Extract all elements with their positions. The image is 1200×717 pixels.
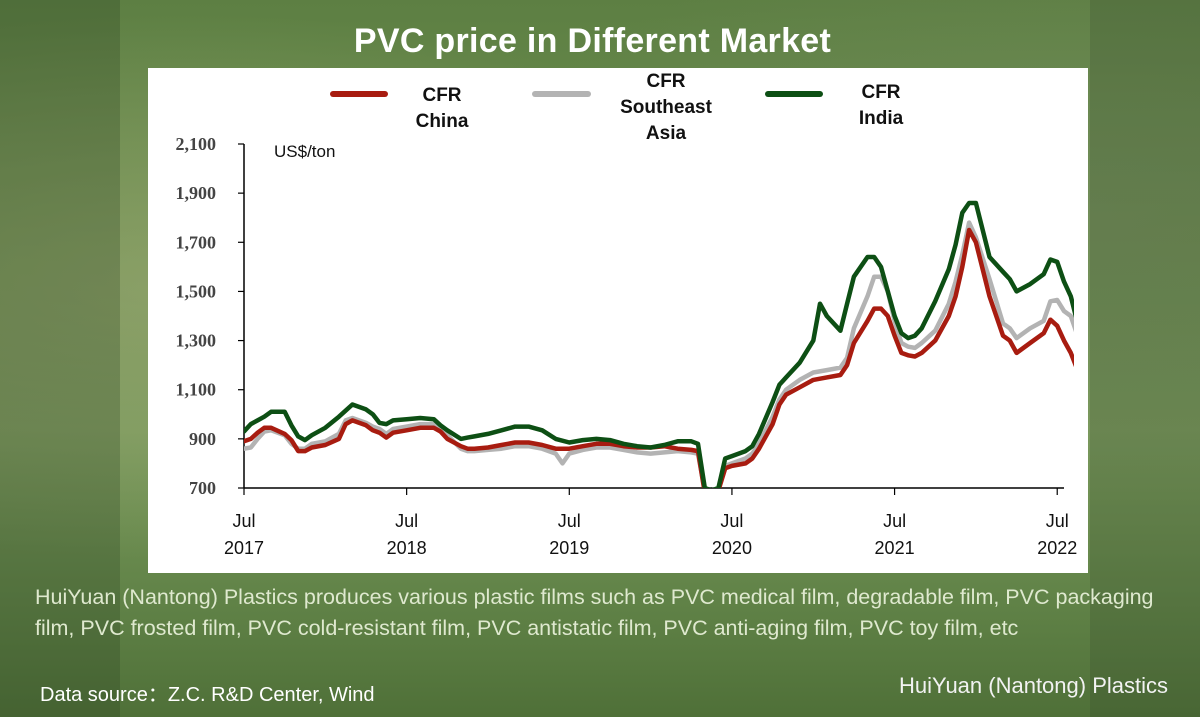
x-tick-label-month: Jul: [1046, 511, 1069, 531]
legend-label-cfr-india: CFR: [861, 82, 900, 103]
price-line-chart: 700 900 1,100 1,300 1,500 1,700 1,900 2,100 US$/…: [176, 71, 1078, 558]
x-tick-label-year: 2021: [875, 538, 915, 558]
legend-label-cfr-southeast-asia: Asia: [646, 123, 687, 144]
x-tick-label-year: 2017: [224, 538, 264, 558]
company-description: HuiYuan (Nantong) Plastics produces vari…: [35, 585, 1154, 640]
legend-label-cfr-china: CFR: [422, 85, 461, 106]
series-line-cfr-india: [244, 200, 1074, 488]
x-tick-label-year: 2018: [387, 538, 427, 558]
x-tick-label-month: Jul: [232, 511, 255, 531]
y-axis-unit-label: US$/ton: [274, 142, 335, 161]
y-tick-label: 1,500: [176, 281, 217, 301]
data-source-note: Data source：Z.C. R&D Center, Wind: [40, 684, 375, 706]
background-shade-right: [1090, 0, 1200, 717]
legend-label-cfr-southeast-asia: Southeast: [620, 97, 713, 118]
y-tick-label: 1,300: [176, 331, 217, 351]
series-line-cfr-southeast-asia: [244, 220, 1074, 488]
y-tick-label: 1,700: [176, 232, 217, 252]
y-tick-label: 2,100: [176, 134, 217, 154]
brand-watermark: HuiYuan (Nantong) Plastics: [898, 673, 1168, 698]
x-tick-label-month: Jul: [883, 511, 906, 531]
chart-title: PVC price in Different Market: [353, 22, 832, 60]
background-shade-left: [0, 0, 120, 717]
y-tick-label: 1,900: [176, 183, 217, 203]
series-line-cfr-china: [244, 227, 1074, 488]
x-tick-label-month: Jul: [395, 511, 418, 531]
y-tick-label: 700: [189, 478, 216, 498]
x-tick-label-year: 2022: [1037, 538, 1077, 558]
legend-label-cfr-india: India: [859, 108, 904, 129]
chart-panel: 700 900 1,100 1,300 1,500 1,700 1,900 2,100 US$/…: [148, 68, 1088, 573]
legend-label-cfr-southeast-asia: CFR: [646, 71, 685, 92]
y-tick-label: 900: [189, 429, 216, 449]
x-tick-label-year: 2020: [712, 538, 752, 558]
x-tick-label-month: Jul: [720, 511, 743, 531]
legend-label-cfr-china: China: [416, 111, 469, 132]
x-tick-label-year: 2019: [549, 538, 589, 558]
y-tick-label: 1,100: [176, 380, 217, 400]
x-tick-label-month: Jul: [558, 511, 581, 531]
